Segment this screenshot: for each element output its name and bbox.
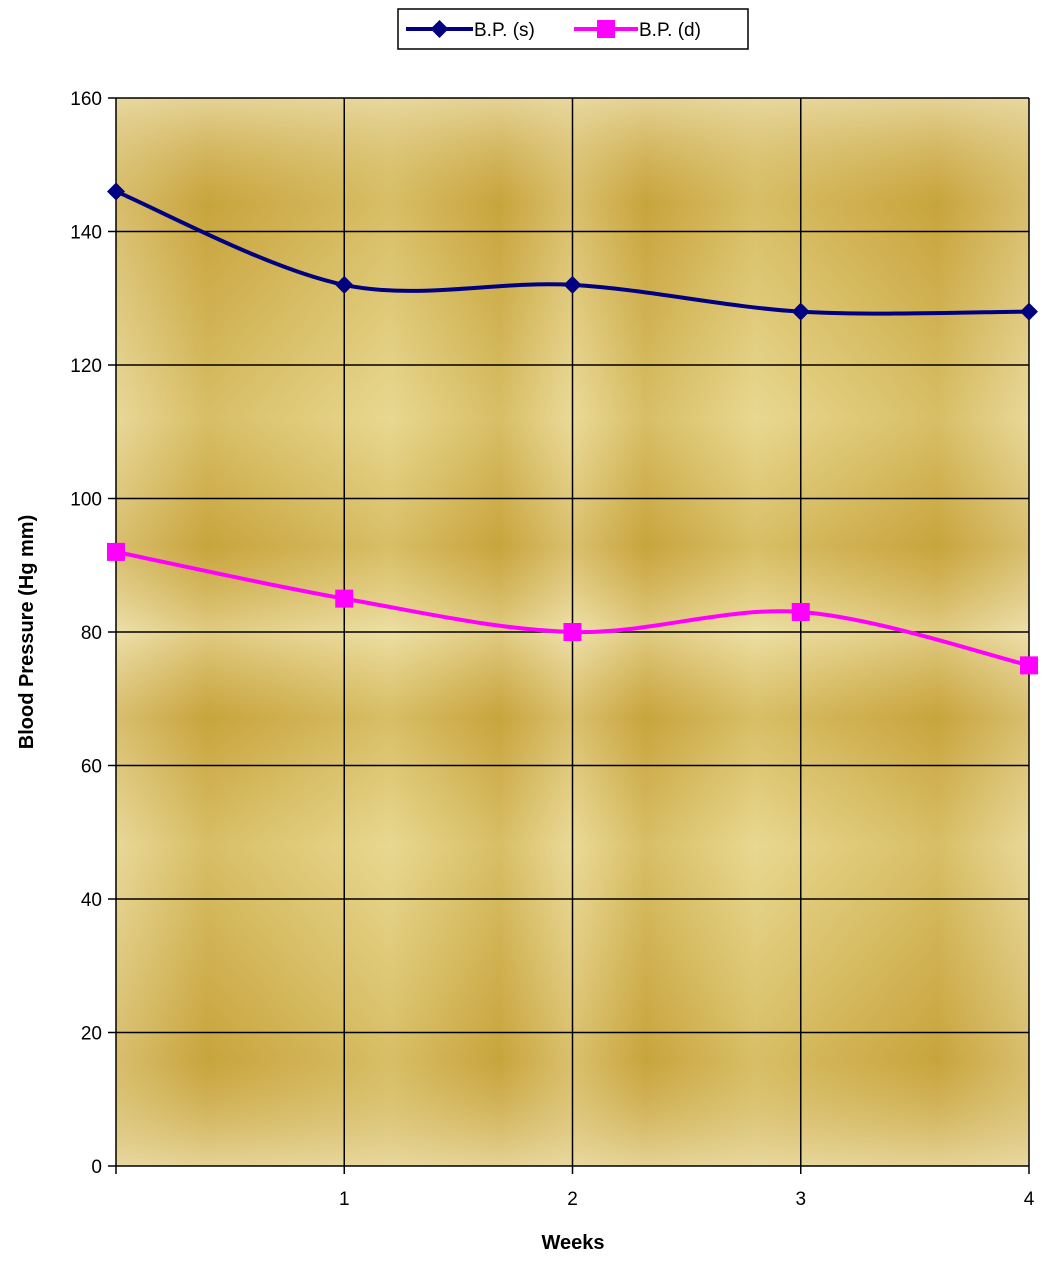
legend-item-diastolic: B.P. (d) bbox=[574, 20, 701, 41]
data-point-diastolic bbox=[107, 542, 125, 561]
y-tick-label: 20 bbox=[81, 1024, 102, 1045]
axes: 0 20 40 60 80 100 120 140 160 1 2 3 4 bbox=[70, 89, 1034, 1210]
y-tick-label: 40 bbox=[81, 890, 102, 911]
y-tick-label: 160 bbox=[70, 89, 102, 110]
data-point-systolic bbox=[563, 275, 582, 294]
data-point-diastolic bbox=[563, 623, 582, 641]
legend-label-diastolic: B.P. (d) bbox=[639, 20, 701, 41]
y-tick-label: 140 bbox=[70, 223, 102, 244]
legend-marker-diastolic bbox=[597, 20, 615, 38]
legend-label-systolic: B.P. (s) bbox=[474, 20, 535, 41]
legend-marker-systolic bbox=[430, 20, 449, 38]
y-axis-title-group: Blood Pressure (Hg mm) bbox=[16, 515, 38, 749]
data-point-systolic bbox=[335, 275, 354, 294]
data-point-systolic bbox=[107, 182, 125, 201]
x-tick-label: 2 bbox=[567, 1189, 578, 1210]
x-tick-label: 1 bbox=[339, 1189, 350, 1210]
gridlines bbox=[116, 97, 1030, 1166]
y-tick-label: 60 bbox=[81, 757, 102, 778]
data-point-diastolic bbox=[791, 602, 810, 621]
series-layer bbox=[107, 182, 1038, 675]
x-tick-label: 3 bbox=[795, 1189, 806, 1210]
y-tick-label: 80 bbox=[81, 623, 102, 644]
x-tick-label: 4 bbox=[1024, 1189, 1035, 1210]
y-tick-label: 100 bbox=[70, 490, 102, 511]
data-point-diastolic bbox=[335, 589, 354, 608]
legend-item-systolic: B.P. (s) bbox=[406, 20, 535, 41]
y-tick-label: 0 bbox=[91, 1157, 102, 1178]
data-point-systolic bbox=[791, 302, 810, 321]
y-tick-label: 120 bbox=[70, 356, 102, 377]
legend: B.P. (s) B.P. (d) bbox=[397, 8, 749, 50]
y-axis-title: Blood Pressure (Hg mm) bbox=[16, 515, 38, 749]
data-point-systolic bbox=[1020, 302, 1038, 321]
data-point-diastolic bbox=[1020, 656, 1038, 675]
x-axis-title: Weeks bbox=[541, 1232, 604, 1254]
